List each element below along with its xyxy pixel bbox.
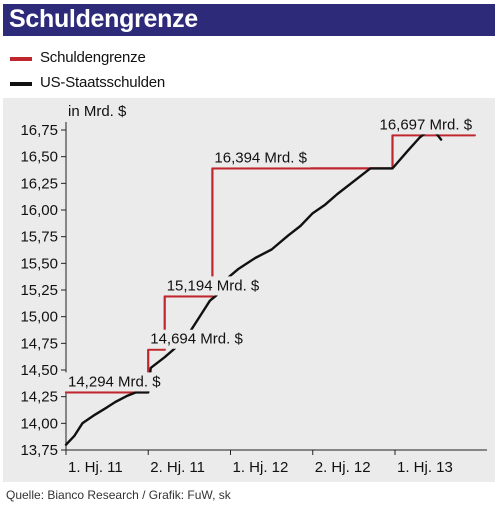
data-label-bg (147, 329, 247, 349)
data-label: 16,697 Mrd. $ (379, 116, 472, 133)
data-label: 15,194 Mrd. $ (167, 277, 260, 294)
data-label: 16,394 Mrd. $ (214, 149, 307, 166)
legend-item-staatsschulden: US-Staatsschulden (10, 73, 310, 95)
chart-header: Schuldengrenze (3, 4, 495, 36)
data-label-bg (65, 372, 165, 392)
source-note: Quelle: Bianco Research / Grafik: FuW, s… (6, 488, 231, 502)
legend-item-schuldengrenze: Schuldengrenze (10, 48, 310, 70)
legend-swatch-schuldengrenze (10, 57, 32, 61)
data-label: 14,294 Mrd. $ (68, 373, 161, 390)
data-label: 14,694 Mrd. $ (150, 331, 243, 348)
legend-label-staatsschulden: US-Staatsschulden (40, 74, 166, 91)
x-tick-label: 1. Hj. 13 (397, 459, 453, 476)
y-tick-label: 15,50 (20, 255, 58, 272)
data-label-bg (211, 148, 311, 168)
y-tick-label: 16,75 (20, 122, 58, 139)
series-line-schuldengrenze (64, 134, 476, 394)
y-tick-label: 15,00 (20, 309, 58, 326)
data-label-bg (163, 276, 263, 296)
y-tick-label: 13,75 (20, 442, 58, 459)
x-tick-label: 1. Hj. 11 (68, 459, 123, 476)
x-tick-label: 1. Hj. 12 (232, 459, 288, 476)
chart-panel: in Mrd. $ 13,75 14,00 14,25 14,50 14,75 15,00 1… (3, 98, 495, 482)
y-tick-label: 14,75 (20, 335, 58, 352)
y-tick-label: 15,75 (20, 229, 58, 246)
y-tick-label: 14,25 (20, 389, 58, 406)
x-tick-label: 2. Hj. 11 (150, 459, 205, 476)
data-label-bg (376, 115, 476, 135)
y-unit-label: in Mrd. $ (68, 103, 127, 120)
y-tick-label: 16,25 (20, 175, 58, 192)
chart-title: Schuldengrenze (9, 5, 198, 33)
y-tick-label: 15,25 (20, 282, 58, 299)
y-tick-label: 16,50 (20, 149, 58, 166)
x-tick-label: 2. Hj. 12 (315, 459, 371, 476)
y-tick-label: 14,50 (20, 362, 58, 379)
legend-label-schuldengrenze: Schuldengrenze (40, 49, 146, 66)
legend-swatch-staatsschulden (10, 82, 32, 86)
line-chart: in Mrd. $ 13,75 14,00 14,25 14,50 14,75 15,00 1… (20, 103, 487, 476)
y-tick-label: 14,00 (20, 415, 58, 432)
series-line-staatsschulden (64, 129, 443, 446)
y-tick-label: 16,00 (20, 202, 58, 219)
